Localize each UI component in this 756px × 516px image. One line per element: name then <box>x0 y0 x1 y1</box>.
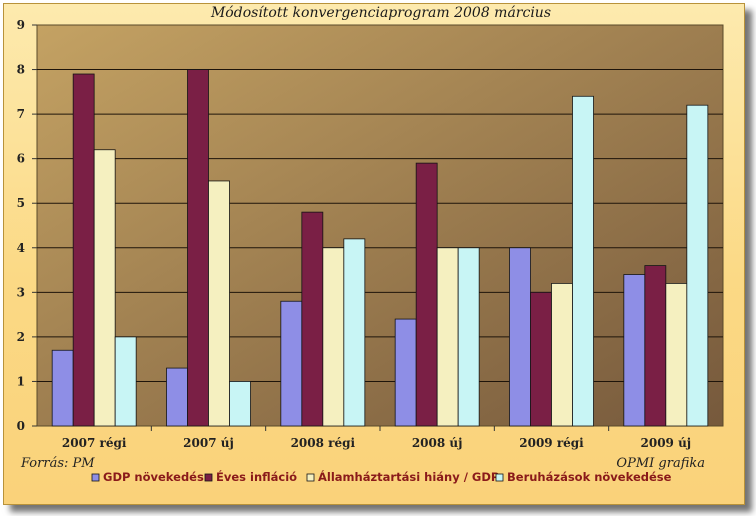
bar-1-5 <box>509 247 531 427</box>
x-tick-label: 2009 új <box>641 436 692 450</box>
y-tick-label: 1 <box>17 374 25 388</box>
legend-swatch-4 <box>495 473 504 482</box>
y-tick-label: 2 <box>17 330 25 344</box>
y-tick-label: 8 <box>17 63 25 77</box>
legend: GDP növekedés Éves infláció Államháztartás… <box>91 469 672 484</box>
bars <box>51 69 709 427</box>
x-tick-label: 2007 új <box>183 436 234 450</box>
bar-3-3 <box>322 247 345 427</box>
y-tick-label: 0 <box>17 419 25 433</box>
y-tick-label: 4 <box>17 241 25 255</box>
bar-4-2 <box>229 381 251 427</box>
bar-3-2 <box>208 180 230 427</box>
x-tick-label: 2007 régi <box>62 436 127 450</box>
gridlines <box>37 69 723 382</box>
credit-note: OPMI grafika <box>616 456 705 471</box>
plot-area <box>36 24 724 427</box>
legend-label-3: Államháztartási hiány / GDP <box>318 469 499 484</box>
y-tick-label: 6 <box>17 152 25 166</box>
y-tick-label: 3 <box>17 285 25 299</box>
bar-4-1 <box>114 336 137 427</box>
bar-4-6 <box>686 104 709 427</box>
source-note: Forrás: PM <box>20 456 95 471</box>
bar-1-4 <box>394 318 417 427</box>
chart-title: Módosított konvergenciaprogram 2008 márc… <box>210 5 551 21</box>
y-tick-label: 5 <box>17 196 25 210</box>
y-tick-label: 7 <box>17 107 25 121</box>
legend-label-2: Éves infláció <box>216 469 297 484</box>
bar-1-3 <box>280 300 303 427</box>
bar-2-1 <box>72 73 95 427</box>
y-tick-label: 9 <box>17 18 25 32</box>
bar-3-1 <box>93 149 116 427</box>
bar-1-1 <box>51 349 74 427</box>
x-tick-label: 2009 régi <box>519 436 584 450</box>
bar-2-6 <box>644 265 667 427</box>
bar-3-6 <box>665 283 688 427</box>
legend-swatch-3 <box>306 473 315 482</box>
bar-4-5 <box>572 95 594 427</box>
legend-label-1: GDP növekedés <box>103 470 204 484</box>
legend-swatch-1 <box>91 473 100 482</box>
legend-label-4: Beruházások növekedése <box>507 470 672 484</box>
bar-2-2 <box>187 69 209 427</box>
x-tick-label: 2008 régi <box>291 436 356 450</box>
x-tick-label: 2008 új <box>412 436 463 450</box>
y-axis-ticks: 0 1 2 3 4 5 6 7 8 9 <box>17 18 37 433</box>
bar-2-3 <box>301 211 324 427</box>
bar-3-4 <box>436 247 459 427</box>
x-axis-ticks: 2007 régi 2007 új 2008 régi 2008 új 2009 rég… <box>62 426 691 450</box>
bar-2-4 <box>415 162 438 427</box>
bar-3-5 <box>551 283 573 427</box>
bar-4-3 <box>343 238 366 427</box>
bar-1-2 <box>166 367 188 427</box>
bar-1-6 <box>623 274 646 427</box>
bar-2-5 <box>530 291 552 427</box>
bar-4-4 <box>457 247 480 427</box>
legend-swatch-2 <box>204 473 213 482</box>
